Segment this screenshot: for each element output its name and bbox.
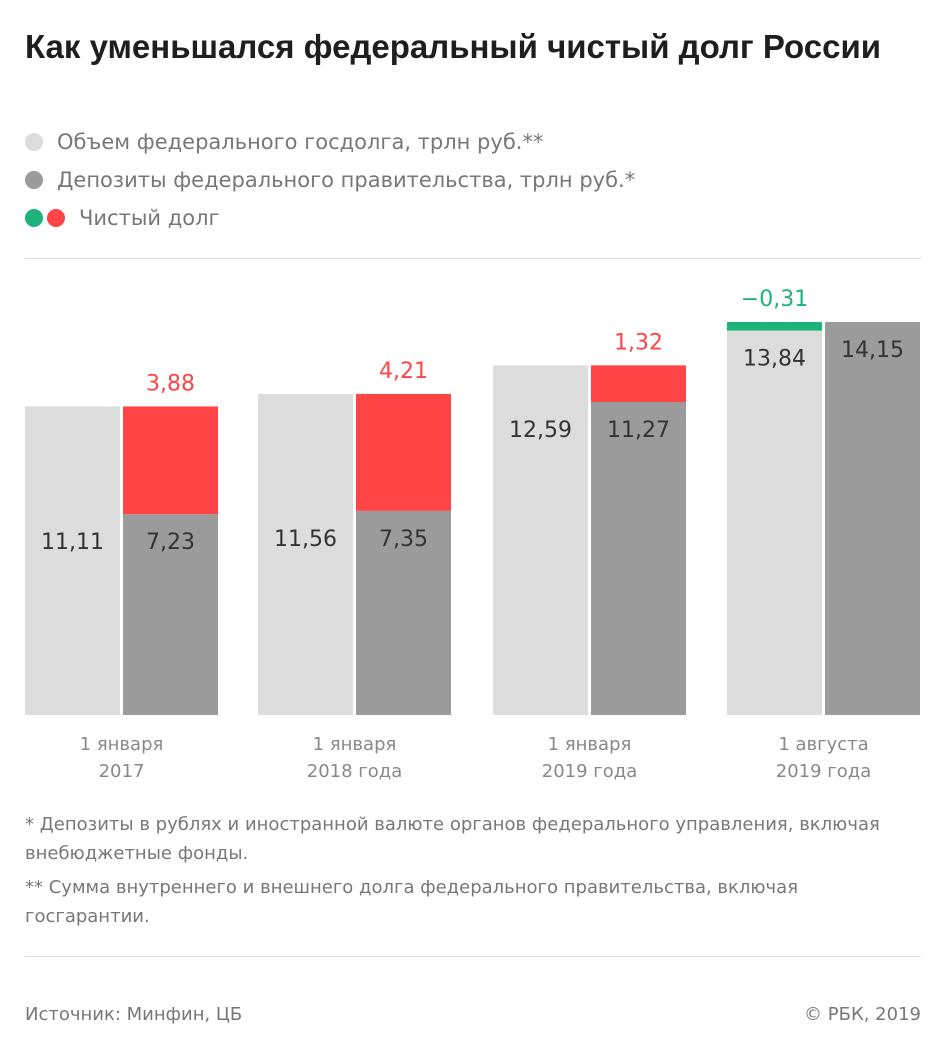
- x-tick-label: 1 января 2017: [79, 734, 164, 782]
- credit: © РБК, 2019: [804, 1004, 921, 1025]
- value-label: 13,84: [743, 347, 806, 372]
- x-tick-label: 1 августа 2019 года: [775, 734, 872, 782]
- value-label: 1,32: [614, 330, 663, 355]
- chart: 11,11 7,23 3,88 11,56 7,35 4,21 12,59 11,27 1,32…: [25, 287, 920, 715]
- value-label: 3,88: [146, 371, 195, 396]
- net-debt-bar: [591, 365, 686, 402]
- separator: [25, 956, 921, 957]
- legend-item: Депозиты федерального правительства, трл…: [25, 165, 635, 195]
- debt-bar: [493, 365, 588, 715]
- net-debt-bar: [123, 406, 218, 515]
- legend-swatch: [25, 171, 43, 189]
- value-label: 11,56: [274, 527, 337, 552]
- value-label: 12,59: [509, 418, 572, 443]
- net-debt-bar: [356, 393, 451, 511]
- legend-label: Чистый долг: [79, 206, 220, 230]
- legend-swatch: [25, 209, 43, 227]
- debt-bar: [727, 330, 822, 715]
- deposit-bar: [825, 322, 920, 715]
- chart-title: Как уменьшался федеральный чистый долг Р…: [25, 28, 882, 65]
- net-debt-bar: [727, 322, 822, 331]
- footnote: * Депозиты в рублях и иностранной валюте…: [25, 814, 880, 864]
- source: Источник: Минфин, ЦБ: [25, 1004, 243, 1025]
- footnote: ** Сумма внутреннего и внешнего долга фе…: [25, 877, 799, 927]
- legend-item: Чистый долг: [25, 203, 220, 233]
- value-label: −0,31: [741, 287, 808, 312]
- value-label: 7,23: [146, 530, 195, 555]
- value-label: 14,15: [841, 338, 904, 363]
- legend-item: Объем федерального госдолга, трлн руб.**: [25, 127, 543, 157]
- x-tick-label: 1 января 2018 года: [306, 734, 403, 782]
- x-tick-label: 1 января 2019 года: [541, 734, 638, 782]
- deposit-bar: [591, 401, 686, 715]
- value-label: 4,21: [379, 359, 428, 384]
- legend-swatch: [25, 133, 43, 151]
- value-label: 7,35: [379, 527, 428, 552]
- value-label: 11,11: [41, 530, 104, 555]
- separator: [25, 258, 921, 259]
- debt-bar: [25, 406, 120, 715]
- value-label: 11,27: [607, 418, 670, 443]
- deposit-bar: [356, 510, 451, 715]
- debt-bar: [258, 393, 353, 715]
- deposit-bar: [123, 514, 218, 715]
- legend-swatch: [47, 209, 65, 227]
- legend-label: Депозиты федерального правительства, трл…: [57, 168, 636, 192]
- legend-label: Объем федерального госдолга, трлн руб.**: [57, 130, 544, 154]
